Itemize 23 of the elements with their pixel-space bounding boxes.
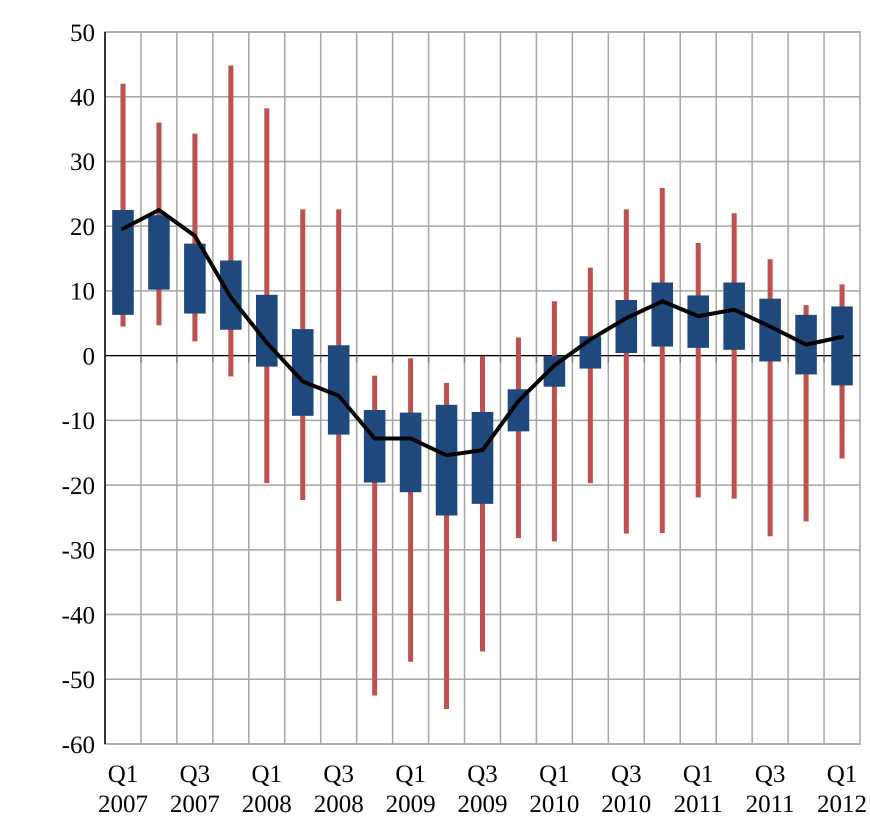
y-tick-label: 50 xyxy=(70,20,95,47)
y-tick-label: -10 xyxy=(62,408,95,436)
y-tick-label: -40 xyxy=(62,602,95,630)
y-tick-label: -20 xyxy=(62,472,95,500)
x-tick-label: Q1 2009 xyxy=(386,761,436,818)
y-tick-label: 30 xyxy=(70,149,95,176)
x-tick-label: Q1 2010 xyxy=(529,761,580,818)
x-tick-label: Q1 2011 xyxy=(674,761,723,818)
y-tick-label: 0 xyxy=(82,343,95,370)
y-tick-label: 20 xyxy=(70,214,95,241)
y-tick-label: -50 xyxy=(62,667,95,694)
x-tick-label: Q3 2008 xyxy=(314,761,364,818)
x-tick-label: Q3 2011 xyxy=(746,761,795,818)
x-tick-label: Q1 2012 xyxy=(817,761,868,818)
x-tick-label: Q3 2007 xyxy=(170,761,220,818)
x-tick-label: Q3 2010 xyxy=(601,761,652,818)
y-tick-label: 10 xyxy=(70,278,95,306)
y-tick-label: 40 xyxy=(70,84,95,112)
x-tick-label: Q3 2009 xyxy=(458,761,508,818)
x-tick-label: Q1 2008 xyxy=(242,761,292,818)
x-tick-label: Q1 2007 xyxy=(98,761,148,818)
y-tick-label: -30 xyxy=(62,538,95,565)
y-tick-label: -60 xyxy=(62,732,95,759)
